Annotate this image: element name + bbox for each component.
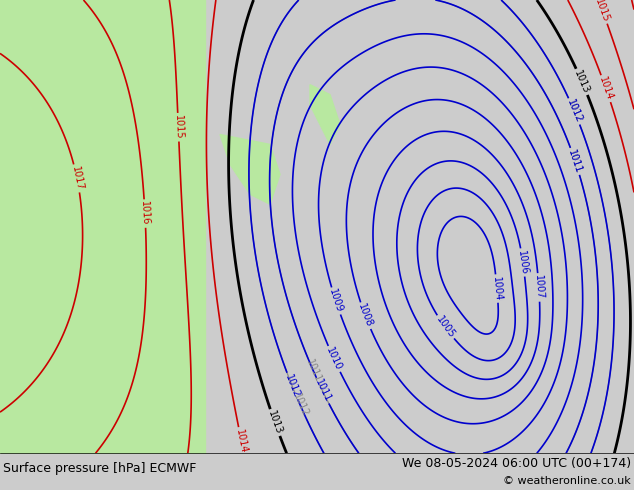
Text: 1014: 1014 <box>234 428 249 454</box>
Text: Surface pressure [hPa] ECMWF: Surface pressure [hPa] ECMWF <box>3 463 197 475</box>
Text: 1012: 1012 <box>565 98 584 124</box>
Polygon shape <box>220 134 280 204</box>
Text: 1008: 1008 <box>356 302 374 329</box>
Text: 1017: 1017 <box>70 165 84 192</box>
Polygon shape <box>310 85 340 145</box>
Text: 1011: 1011 <box>567 148 584 174</box>
Text: 1013: 1013 <box>573 69 592 95</box>
Text: 1015: 1015 <box>173 115 184 140</box>
Text: 1011: 1011 <box>313 378 332 404</box>
Text: 1011: 1011 <box>304 358 323 385</box>
Text: © weatheronline.co.uk: © weatheronline.co.uk <box>503 476 631 486</box>
Text: 1013: 1013 <box>266 409 284 436</box>
Text: 1011: 1011 <box>567 148 584 174</box>
Text: We 08-05-2024 06:00 UTC (00+174): We 08-05-2024 06:00 UTC (00+174) <box>402 457 631 470</box>
Text: 1016: 1016 <box>139 201 151 226</box>
Text: 1009: 1009 <box>327 288 344 314</box>
Text: 1010: 1010 <box>325 346 344 372</box>
Text: 1006: 1006 <box>516 249 529 275</box>
Text: 1015: 1015 <box>593 0 611 24</box>
Text: 1005: 1005 <box>434 314 456 340</box>
Text: 1012: 1012 <box>565 98 584 124</box>
Text: 1012: 1012 <box>283 373 301 399</box>
Text: 1004: 1004 <box>491 276 503 301</box>
Text: 1012: 1012 <box>291 392 310 419</box>
Text: 1014: 1014 <box>597 75 615 102</box>
Text: 1007: 1007 <box>533 275 545 300</box>
